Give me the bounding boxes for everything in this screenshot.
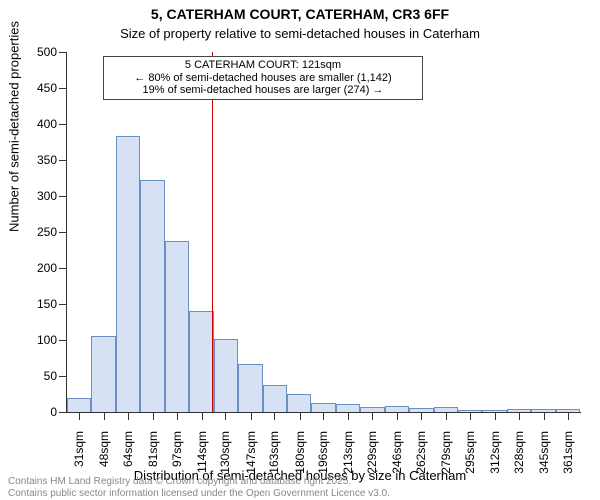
- y-tick: [59, 196, 67, 197]
- x-tick: [397, 412, 398, 420]
- y-tick-label: 150: [23, 297, 57, 311]
- x-tick: [251, 412, 252, 420]
- plot-area: 5 CATERHAM COURT: 121sqm ← 80% of semi-d…: [66, 52, 581, 413]
- x-tick: [544, 412, 545, 420]
- y-tick: [59, 88, 67, 89]
- y-tick-label: 350: [23, 153, 57, 167]
- y-tick-label: 300: [23, 189, 57, 203]
- x-tick: [470, 412, 471, 420]
- histogram-bar: [214, 339, 238, 412]
- y-tick: [59, 124, 67, 125]
- y-tick-label: 100: [23, 333, 57, 347]
- x-tick: [519, 412, 520, 420]
- y-tick-label: 200: [23, 261, 57, 275]
- x-tick: [372, 412, 373, 420]
- y-axis-label: Number of semi-detached properties: [7, 21, 22, 232]
- y-tick-label: 500: [23, 45, 57, 59]
- x-tick: [153, 412, 154, 420]
- histogram-bar: [287, 394, 311, 412]
- y-tick: [59, 376, 67, 377]
- histogram-bar: [189, 311, 213, 412]
- x-tick: [323, 412, 324, 420]
- footer-line1: Contains HM Land Registry data © Crown c…: [8, 476, 351, 488]
- y-tick: [59, 232, 67, 233]
- annotation-line3: 19% of semi-detached houses are larger (…: [108, 84, 418, 97]
- y-tick: [59, 52, 67, 53]
- y-tick: [59, 412, 67, 413]
- y-tick: [59, 340, 67, 341]
- y-tick: [59, 268, 67, 269]
- y-tick-label: 400: [23, 117, 57, 131]
- histogram-bar: [116, 136, 140, 412]
- y-tick-label: 0: [23, 405, 57, 419]
- x-tick: [79, 412, 80, 420]
- histogram-bar: [311, 403, 335, 412]
- histogram-bar: [336, 404, 360, 412]
- x-tick: [104, 412, 105, 420]
- x-tick: [495, 412, 496, 420]
- histogram-bar: [91, 336, 115, 412]
- x-tick: [274, 412, 275, 420]
- chart-stage: 5, CATERHAM COURT, CATERHAM, CR3 6FF Siz…: [0, 0, 600, 500]
- y-tick-label: 250: [23, 225, 57, 239]
- footer-line2: Contains public sector information licen…: [8, 488, 390, 500]
- x-tick: [202, 412, 203, 420]
- x-tick: [421, 412, 422, 420]
- annotation-line2: ← 80% of semi-detached houses are smalle…: [108, 72, 418, 85]
- x-tick: [300, 412, 301, 420]
- annotation-box: 5 CATERHAM COURT: 121sqm ← 80% of semi-d…: [103, 56, 423, 100]
- x-tick: [348, 412, 349, 420]
- x-tick: [225, 412, 226, 420]
- annotation-line1: 5 CATERHAM COURT: 121sqm: [108, 59, 418, 72]
- chart-subtitle: Size of property relative to semi-detach…: [0, 26, 600, 41]
- chart-title: 5, CATERHAM COURT, CATERHAM, CR3 6FF: [0, 6, 600, 22]
- histogram-bar: [165, 241, 189, 412]
- histogram-bar: [67, 398, 91, 412]
- histogram-bar: [263, 385, 287, 412]
- histogram-bar: [140, 180, 164, 412]
- y-tick-label: 50: [23, 369, 57, 383]
- x-tick: [128, 412, 129, 420]
- y-tick: [59, 160, 67, 161]
- reference-line: [212, 52, 213, 412]
- y-tick: [59, 304, 67, 305]
- histogram-bar: [238, 364, 262, 412]
- x-tick: [177, 412, 178, 420]
- x-tick: [568, 412, 569, 420]
- x-tick: [446, 412, 447, 420]
- y-tick-label: 450: [23, 81, 57, 95]
